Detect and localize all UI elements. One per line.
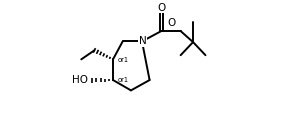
Text: HO: HO [72, 75, 88, 85]
Text: N: N [139, 36, 146, 46]
Text: or1: or1 [118, 77, 129, 83]
Text: or1: or1 [118, 57, 129, 63]
Text: O: O [157, 3, 166, 13]
Text: O: O [167, 18, 176, 28]
